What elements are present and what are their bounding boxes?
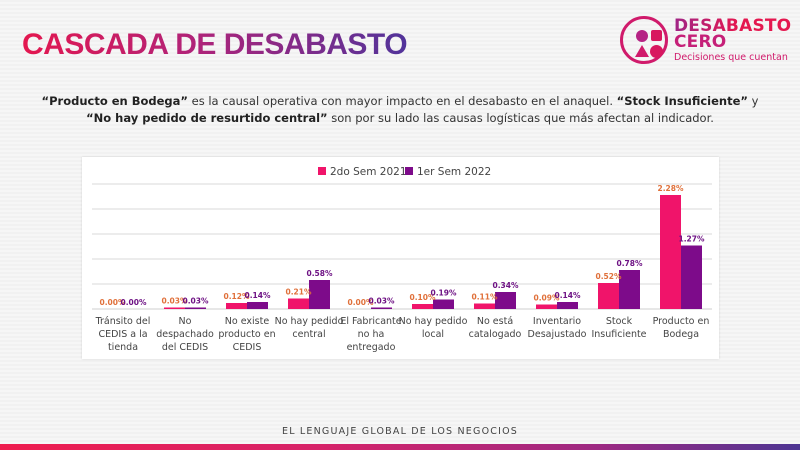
bar-series1-5 [412, 304, 433, 309]
slide-subtitle: “Producto en Bodega” es la causal operat… [30, 93, 770, 127]
data-label-series1-8: 0.52% [595, 272, 622, 281]
legend-swatch-series2 [405, 167, 413, 175]
circle-shape-icon [650, 45, 663, 58]
data-label-series1-9: 2.28% [657, 184, 684, 193]
data-label-series1-5: 0.10% [409, 293, 436, 302]
chart-container: 2do Sem 2021 1er Sem 2022 0.00% 0.00% 0.03… [82, 157, 719, 359]
data-label-series1-1: 0.03% [161, 297, 188, 306]
data-label-series1-2: 0.12% [223, 292, 250, 301]
footer-tagline: EL LENGUAJE GLOBAL DE LOS NEGOCIOS [282, 426, 518, 437]
shapes-circle-icon [620, 16, 668, 64]
legend-label-series1: 2do Sem 2021 [330, 166, 407, 178]
bar-series2-3 [309, 280, 330, 309]
subtitle-text-1: es la causal operativa con mayor impacto… [187, 94, 617, 108]
data-label-series2-9: 1.27% [678, 235, 705, 244]
data-label-series1-3: 0.21% [285, 288, 312, 297]
data-label-series2-7: 0.14% [554, 291, 581, 300]
data-label-series2-5: 0.19% [430, 289, 457, 298]
data-label-series1-4: 0.00% [347, 298, 374, 307]
data-label-series2-8: 0.78% [616, 259, 643, 268]
bar-series1-9 [660, 195, 681, 309]
x-tick-label-6: No está catalogado [469, 316, 522, 340]
subtitle-highlight-3: “No hay pedido de resurtido central” [86, 111, 328, 125]
data-label-series2-4: 0.03% [368, 297, 395, 306]
x-tick-label-5: No hay pedido local [399, 316, 468, 340]
logo-wordmark-line2: CERO [674, 32, 727, 52]
data-label-series2-3: 0.58% [306, 269, 333, 278]
bar-series1-7 [536, 304, 557, 309]
logo-tagline: Decisiones que cuentan [674, 52, 788, 63]
face-shape-icon [636, 30, 648, 42]
bar-series2-2 [247, 302, 268, 309]
data-labels: 0.00%0.00% 0.03%0.03% 0.12%0.14% 0.21%0.58%… [99, 184, 705, 307]
legend-label-series2: 1er Sem 2022 [417, 166, 491, 178]
data-label-series1-0: 0.00% [99, 298, 126, 307]
data-label-series2-0: 0.00% [120, 298, 147, 307]
x-tick-label-9: Producto en Bodega [653, 316, 710, 340]
data-label-series2-6: 0.34% [492, 281, 519, 290]
square-shape-icon [651, 30, 662, 41]
data-label-series2-2: 0.14% [244, 291, 271, 300]
logo-wordmark-line1: DESABASTO [674, 16, 792, 36]
x-tick-label-8: Stock Insuficiente [591, 316, 646, 340]
x-tick-label-0: Tránsito del CEDIS a la tienda [95, 316, 151, 353]
bar-series1-3 [288, 298, 309, 309]
legend-swatch-series1 [318, 167, 326, 175]
subtitle-highlight-2: “Stock Insuficiente” [616, 94, 748, 108]
bar-series2-1 [185, 307, 206, 309]
slide-title: CASCADA DE DESABASTO [22, 28, 408, 61]
data-label-series2-1: 0.03% [182, 297, 209, 306]
x-tick-label-2: No existe producto en CEDIS [218, 316, 275, 353]
subtitle-text-3: son por su lado las causas logísticas qu… [327, 111, 714, 125]
bar-series2-6 [495, 292, 516, 309]
bar-series2-4 [371, 307, 392, 309]
brand-logo: DESABASTO CERO Decisiones que cuentan [618, 14, 793, 70]
x-tick-label-4: El Fabricante no ha entregado [340, 316, 401, 353]
bar-chart: 2do Sem 2021 1er Sem 2022 0.00%0.00% 0.03… [92, 166, 712, 353]
bars [164, 195, 702, 309]
chart-legend: 2do Sem 2021 1er Sem 2022 [318, 166, 491, 178]
triangle-shape-icon [635, 45, 649, 57]
bar-series2-7 [557, 302, 578, 309]
x-tick-label-1: No despachado del CEDIS [156, 316, 214, 353]
subtitle-highlight-1: “Producto en Bodega” [41, 94, 188, 108]
x-tick-label-7: Inventario Desajustado [528, 316, 587, 340]
x-tick-label-3: No hay pedido central [275, 316, 344, 340]
bar-series1-1 [164, 307, 185, 309]
bar-series2-9 [681, 245, 702, 309]
bar-series2-5 [433, 299, 454, 309]
bar-series1-8 [598, 283, 619, 309]
bar-series2-8 [619, 270, 640, 309]
bar-series1-6 [474, 303, 495, 309]
data-label-series1-6: 0.11% [471, 293, 498, 302]
subtitle-text-2: y [747, 94, 759, 108]
data-label-series1-7: 0.09% [533, 294, 560, 303]
bar-series1-2 [226, 303, 247, 309]
bottom-gradient-bar [0, 444, 800, 450]
